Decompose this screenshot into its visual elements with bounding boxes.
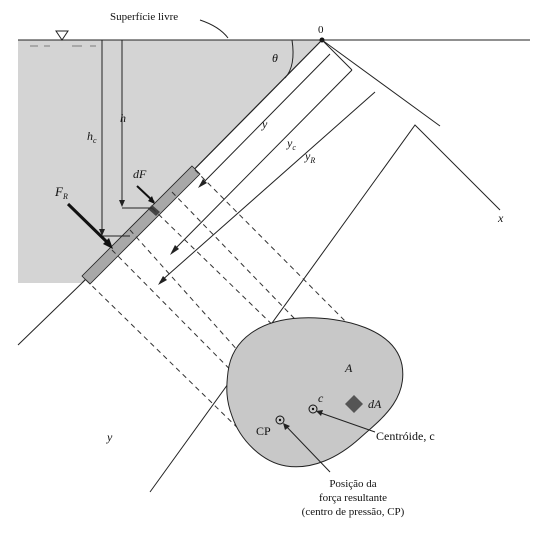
dA-element <box>345 395 363 413</box>
free-surface-leader <box>199 19 229 39</box>
theta-arc <box>284 39 294 79</box>
y-axis-label: y <box>106 430 113 444</box>
hc-depth-label: hc <box>87 129 97 145</box>
free-surface-triangle-icon <box>55 30 69 41</box>
planar-area <box>226 317 404 468</box>
y-dimension-label: y <box>261 117 268 131</box>
origin-label: 0 <box>318 24 324 36</box>
fr-label: FR <box>54 184 68 201</box>
resultant-label-line1: Posição da <box>329 478 376 490</box>
dF-arrowhead <box>148 196 155 204</box>
centroid-c-label: c <box>318 391 324 405</box>
dF-label: dF <box>133 167 147 181</box>
x-axis-label: x <box>497 211 504 225</box>
yr-dimension-label: yR <box>304 149 315 165</box>
yc-dimension-label: yc <box>286 136 296 152</box>
theta-label: θ <box>272 51 278 65</box>
free-surface-label: Superfície livre <box>110 11 178 23</box>
h-depth-label: h <box>120 111 126 125</box>
centroid-point <box>308 404 318 414</box>
resultant-leader <box>283 423 331 473</box>
dimension-lines <box>158 39 376 285</box>
cp-label: CP <box>256 424 271 438</box>
cp-point <box>275 415 285 425</box>
centroid-annotation: Centróide, c <box>376 429 435 443</box>
dA-label: dA <box>368 397 382 411</box>
resultant-label-line3: (centro de pressão, CP) <box>302 506 405 518</box>
area-label: A <box>344 361 353 375</box>
resultant-label-line2: força resultante <box>319 492 387 504</box>
water-region <box>18 40 322 283</box>
fr-arrowhead <box>103 238 113 249</box>
submerged-plate <box>81 165 201 285</box>
x-axis-upper <box>321 39 441 127</box>
wall-lower-edge <box>17 282 83 346</box>
depth-dimensions <box>99 40 152 237</box>
fr-arrow <box>66 202 112 247</box>
centroid-leader <box>317 411 376 433</box>
